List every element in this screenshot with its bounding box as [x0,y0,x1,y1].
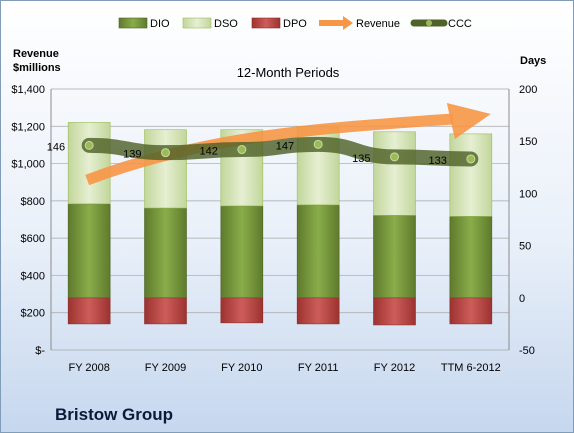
bar-dpo [67,297,111,325]
bar-dio [220,205,264,299]
plot-area [51,89,509,350]
category-label: FY 2008 [68,362,109,374]
ccc-point [313,139,323,149]
legend-label-dpo: DPO [283,18,307,30]
legend-swatch-dso [182,17,212,29]
ccc-point [84,140,94,150]
bar-dio [449,216,493,299]
left-tick-label: $- [35,345,45,357]
right-tick-label: 0 [519,293,525,305]
right-axis-title: Days [520,55,546,67]
left-tick-label: $1,200 [11,121,45,133]
ccc-data-label: 147 [276,140,294,152]
bar-dpo [373,297,416,326]
bar-dpo [296,297,340,325]
ccc-point [161,148,170,158]
ccc-data-label: 133 [428,155,446,167]
category-label: TTM 6-2012 [441,362,501,374]
bar-dio [296,204,340,299]
left-tick-label: $1,400 [11,84,45,96]
bar-dpo [144,297,187,325]
bar-dio [144,207,187,299]
legend-label-ccc: CCC [448,18,472,30]
bar-dso [449,133,493,217]
category-label: FY 2009 [145,362,186,374]
legend-swatch-dio [118,17,148,29]
right-tick-label: 50 [519,241,531,253]
ccc-data-label: 135 [352,153,370,165]
legend-label-revenue: Revenue [356,18,400,30]
left-axis-title-line2: $millions [13,62,61,74]
company-name: Bristow Group [55,405,174,424]
bar-dso [67,122,111,205]
left-tick-label: $800 [21,196,45,208]
legend-marker-ccc [426,20,432,26]
category-label: FY 2012 [374,362,415,374]
legend-swatch-dpo [251,17,281,29]
chart-title: 12-Month Periods [237,65,340,80]
legend-label-dio: DIO [150,18,170,30]
right-tick-label: 150 [519,136,537,148]
bar-dio [373,215,416,299]
bar-dso [144,129,187,209]
legend-label-dso: DSO [214,18,238,30]
ccc-data-label: 142 [199,146,217,158]
right-tick-label: 100 [519,188,537,200]
right-tick-label: 200 [519,84,537,96]
ccc-point [237,145,247,155]
bar-dpo [449,297,493,325]
right-tick-label: -50 [519,345,535,357]
legend-swatch-revenue [319,16,353,30]
revenue-arrow-head [446,103,491,139]
left-axis-title-line1: Revenue [13,48,59,60]
ccc-point [466,154,476,164]
ccc-data-label: 139 [123,149,141,161]
left-tick-label: $400 [21,270,45,282]
left-tick-label: $200 [21,308,45,320]
ccc-point [390,152,399,162]
revenue-arrow-shaft [85,113,454,186]
bar-dpo [220,297,264,324]
category-label: FY 2010 [221,362,262,374]
bar-dso [373,131,416,216]
bar-dio [67,203,111,299]
left-tick-label: $600 [21,233,45,245]
ccc-data-label: 146 [47,141,65,153]
left-tick-label: $1,000 [11,159,45,171]
category-label: FY 2011 [298,362,339,374]
